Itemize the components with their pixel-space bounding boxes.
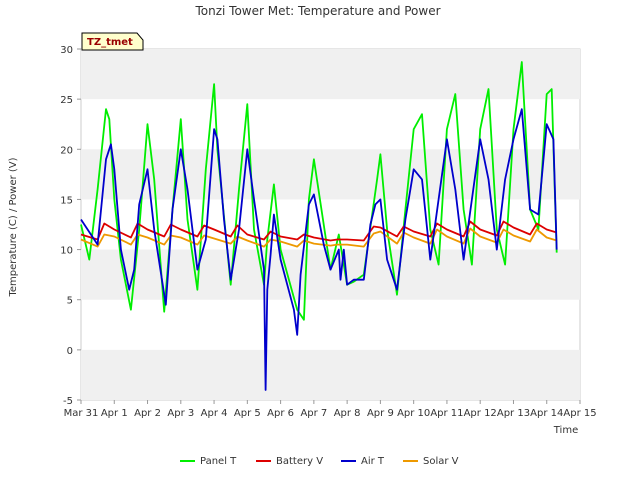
background-bands [80,48,581,401]
series-line-panel-t [80,61,558,321]
series-line-solar-v [80,227,557,248]
x-tick-label: Apr 6 [267,408,294,419]
y-tick-label: 25 [60,95,73,106]
legend: Panel T Battery V Air T Solar V [180,456,459,467]
x-tick-label: Apr 13 [497,408,530,419]
grid-band [81,149,580,200]
x-tick-label: Apr 7 [300,408,327,419]
legend-label: Panel T [200,456,237,467]
x-tick-label: Apr 2 [134,408,161,419]
legend-label: Battery V [276,456,323,467]
x-tick-label: Apr 4 [201,408,228,419]
x-axis: Mar 31 Apr 1 Apr 2 Apr 3 Apr 4 Apr 5 Apr 6 Apr … [64,400,597,419]
grid-band [81,49,580,100]
x-tick-label: Apr 12 [464,408,497,419]
y-tick-label: 0 [67,346,73,357]
y-tick-label: 15 [60,195,73,206]
legend-label: Air T [361,456,385,467]
y-tick-label: 10 [60,246,73,257]
y-tick-label: 20 [60,145,73,156]
x-tick-label: Apr 14 [530,408,563,419]
y-tick-label: 5 [67,296,73,307]
x-tick-label: Apr 5 [234,408,261,419]
series-line-air-t [80,108,558,391]
y-tick-label: 30 [60,45,73,56]
grid-band [81,349,580,400]
x-tick-label: Apr 3 [167,408,194,419]
x-tick-label: Apr 10 [397,408,430,419]
x-tick-label: Apr 15 [563,408,596,419]
x-axis-title: Time [553,425,578,436]
y-tick-label: -5 [63,396,73,407]
x-tick-label: Apr 8 [334,408,361,419]
y-axis-title: Temperature (C) / Power (V) [8,157,19,297]
x-tick-label: Apr 1 [101,408,128,419]
legend-label: Solar V [423,456,459,467]
badge-label: TZ_tmet [87,37,133,48]
chart-title: Tonzi Tower Met: Temperature and Power [194,4,440,18]
tz-tmet-badge: TZ_tmet [81,32,144,51]
plot-area [80,48,581,401]
y-axis: -5 0 5 10 15 20 25 30 [60,45,81,407]
series-lines [80,61,558,391]
x-tick-label: Apr 9 [367,408,394,419]
x-tick-label: Apr 11 [430,408,463,419]
x-tick-label: Mar 31 [64,408,99,419]
